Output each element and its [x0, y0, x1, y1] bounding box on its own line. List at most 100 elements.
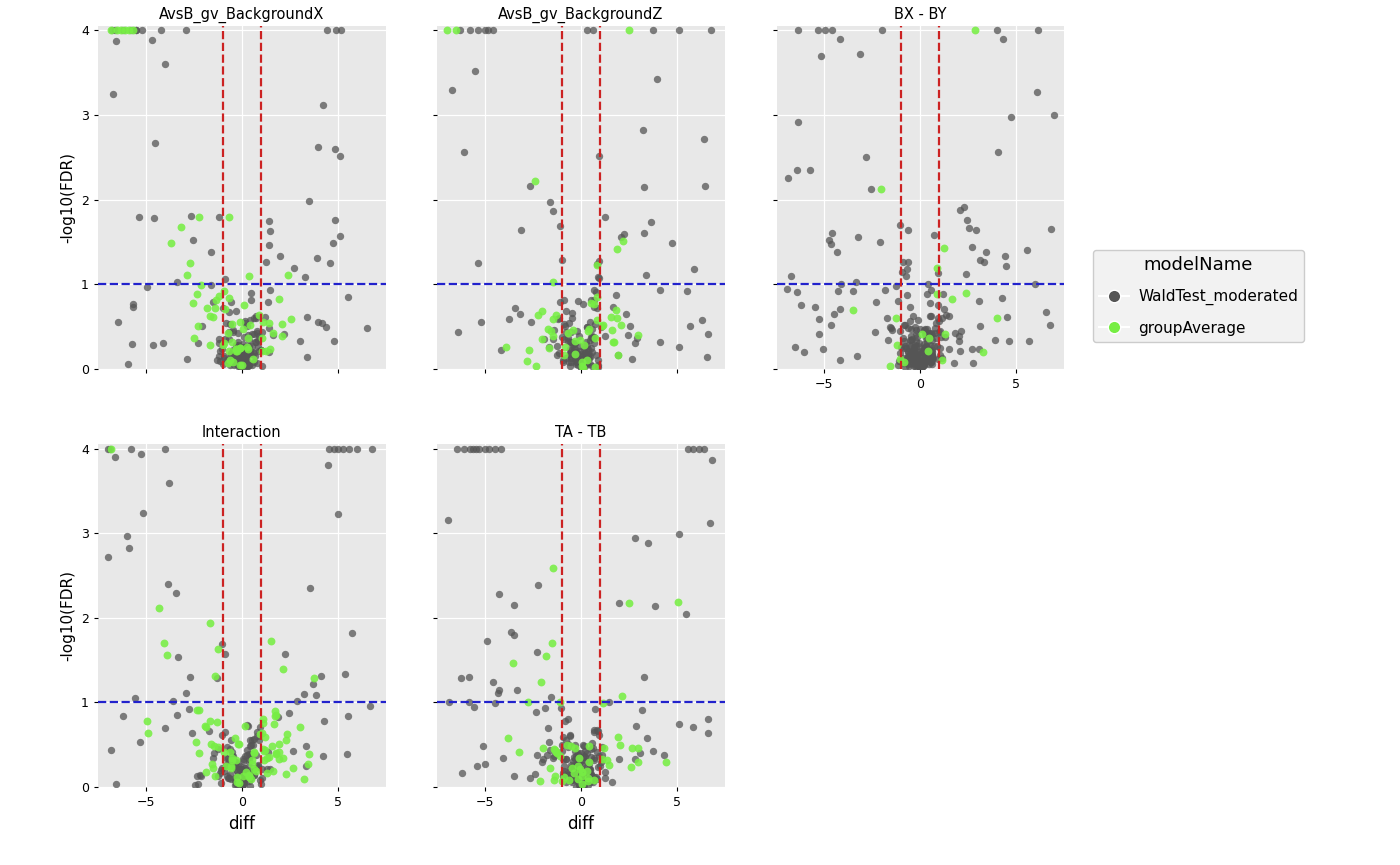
Point — [696, 713, 718, 727]
Point — [241, 766, 263, 779]
Point — [573, 777, 595, 791]
Point — [234, 358, 256, 372]
Point — [804, 300, 826, 314]
Point — [552, 738, 574, 752]
Point — [206, 353, 228, 367]
Point — [188, 746, 210, 760]
Point — [633, 181, 655, 195]
Point — [916, 348, 938, 362]
Point — [571, 769, 594, 783]
Point — [325, 143, 347, 157]
Point — [820, 226, 843, 240]
Point — [886, 358, 909, 372]
Point — [213, 350, 235, 364]
Point — [601, 311, 623, 324]
Point — [928, 348, 951, 362]
Point — [934, 327, 956, 341]
Point — [584, 702, 606, 716]
Point — [230, 779, 252, 793]
Point — [668, 527, 690, 541]
Point — [535, 649, 557, 663]
Point — [907, 359, 930, 373]
Point — [960, 343, 983, 356]
Point — [920, 349, 942, 363]
Point — [116, 529, 139, 543]
Point — [213, 332, 235, 346]
Point — [792, 345, 815, 359]
Point — [160, 236, 182, 250]
Point — [188, 319, 210, 333]
Point — [232, 330, 255, 344]
Point — [312, 98, 335, 112]
Point — [591, 320, 613, 334]
Point — [608, 349, 630, 362]
Point — [564, 749, 587, 763]
Point — [693, 179, 715, 193]
Point — [588, 149, 610, 163]
Point — [582, 283, 605, 297]
Point — [584, 753, 606, 766]
Point — [921, 328, 944, 342]
Point — [585, 723, 608, 737]
Point — [571, 354, 594, 368]
Point — [241, 328, 263, 342]
Point — [207, 642, 230, 656]
Point — [251, 344, 273, 358]
Point — [209, 343, 231, 357]
Point — [228, 360, 251, 374]
Point — [581, 329, 603, 343]
Point — [567, 759, 589, 773]
Point — [904, 350, 927, 364]
Point — [575, 321, 598, 335]
Point — [531, 676, 553, 689]
Point — [899, 356, 921, 369]
Point — [228, 778, 251, 791]
Point — [566, 765, 588, 778]
Point — [575, 353, 598, 367]
Point — [811, 49, 833, 63]
Point — [571, 361, 594, 375]
Point — [304, 671, 326, 685]
Point — [906, 352, 928, 366]
Point — [496, 340, 518, 354]
Point — [515, 354, 538, 368]
Point — [224, 778, 246, 792]
Point — [542, 751, 564, 765]
Point — [693, 441, 715, 455]
Point — [573, 738, 595, 752]
Point — [550, 702, 573, 715]
Point — [288, 335, 311, 349]
Point — [559, 336, 581, 349]
Point — [557, 773, 580, 787]
Point — [262, 764, 284, 778]
Point — [524, 766, 546, 780]
Point — [265, 708, 287, 721]
Point — [210, 763, 232, 777]
Point — [234, 316, 256, 330]
Point — [574, 761, 596, 775]
Point — [910, 349, 932, 362]
Point — [468, 441, 490, 455]
Point — [186, 769, 209, 783]
Point — [641, 744, 664, 758]
Point — [230, 316, 252, 330]
Point — [199, 737, 221, 751]
Point — [906, 356, 928, 369]
Point — [472, 739, 494, 753]
Point — [820, 23, 843, 37]
Point — [566, 771, 588, 785]
Point — [568, 330, 591, 343]
Point — [185, 734, 207, 748]
Point — [106, 23, 129, 37]
Point — [913, 337, 935, 351]
Point — [587, 724, 609, 738]
Point — [231, 765, 253, 778]
Point — [120, 441, 143, 455]
Point — [911, 327, 934, 341]
Point — [896, 352, 918, 366]
Point — [559, 359, 581, 373]
Point — [557, 331, 580, 345]
Point — [122, 297, 144, 311]
Point — [246, 759, 269, 772]
Point — [844, 275, 867, 289]
